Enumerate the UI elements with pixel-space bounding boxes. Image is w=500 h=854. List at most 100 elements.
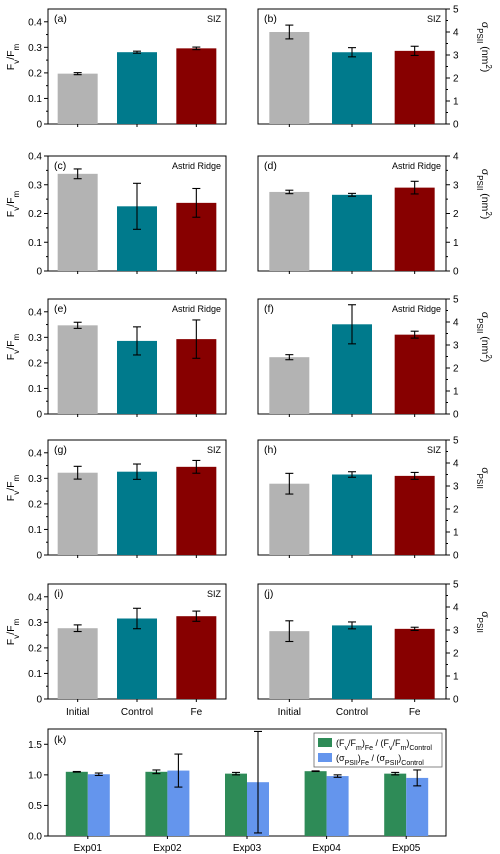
y-tick-label: 3 [453,482,459,493]
site-label: SIZ [207,445,222,455]
panel-label: (g) [54,444,67,456]
y-tick-label: 5 [453,5,459,16]
panel-c: 0 0.1 0.2 0.3 0.4 (c) Astrid Ridge Fv/Fm [5,152,227,278]
bar-control [117,618,157,699]
y-tick-label: 3 [453,51,459,62]
y-tick-label: 0 [453,410,459,421]
panel-j: 0 1 2 3 4 5 Initial Control Fe (j) σPSII [257,580,492,718]
y-tick-label: 3 [453,180,459,191]
panel-label: (j) [264,588,273,600]
y-tick-label: 0.1 [28,669,42,680]
y-axis-label: σPSII (nm2) [476,169,494,220]
y-tick-label: 0.4 [28,152,42,163]
y-tick-label: 0.2 [28,358,42,369]
y-tick-label: 4 [453,28,459,39]
y-tick-label: 0.1 [28,238,42,249]
y-tick-label: 0 [453,120,459,131]
y-axis-label: σPSII [476,611,492,633]
y-tick-label: 0.1 [28,94,42,105]
x-tick-label: Initial [278,707,301,718]
panel-label: (b) [264,13,277,25]
y-axis-label: Fv/Fm [5,43,21,70]
y-tick-label: 5 [453,436,459,447]
bar-initial [269,483,310,555]
site-label: SIZ [207,589,222,599]
site-label: Astrid Ridge [172,304,221,314]
bar-exp03-series-1 [225,773,247,836]
y-tick-label: 0 [36,410,42,421]
y-tick-label: 2 [453,209,459,220]
y-tick-label: 0.2 [28,499,42,510]
y-tick-label: 0.3 [28,180,42,191]
bar-exp04-series-2 [326,776,349,836]
panel-label: (f) [264,303,274,315]
y-axis-label: σPSII [476,467,492,489]
y-tick-label: 0.4 [28,307,42,318]
y-tick-label: 0 [453,695,459,706]
bar-initial [57,73,98,124]
y-tick-label: 0.0 [28,832,42,843]
panel-b: 0 1 2 3 4 5 (b) SIZ σPSII (nm2) [257,5,494,131]
panel-i: 0 0.1 0.2 0.3 0.4 Initial Control Fe (i) SIZ Fv/Fm [5,583,227,718]
bar-fe [394,628,435,699]
y-tick-label: 0 [36,695,42,706]
y-tick-label: 1 [453,238,459,249]
panel-h: 0 1 2 3 4 5 (h) SIZ σPSII [257,436,492,562]
y-axis-label: Fv/Fm [5,474,21,501]
site-label: Astrid Ridge [392,161,441,171]
x-tick-label: Control [336,707,368,718]
y-axis-label: Fv/Fm [5,618,21,645]
y-tick-label: 3 [453,626,459,637]
bar-initial [57,325,98,414]
x-tick-label: Exp01 [74,843,103,854]
y-tick-label: 0.3 [28,474,42,485]
bar-exp01-series-2 [87,774,110,836]
y-tick-label: 0.3 [28,333,42,344]
y-tick-label: 0.5 [28,801,42,812]
y-tick-label: 0.1 [28,525,42,536]
y-tick-label: 0.2 [28,643,42,654]
legend: (Fv/Fm)Fe / (Fv/Fm)Control(σPSII)Fe / (σ… [313,732,443,768]
y-tick-label: 4 [453,459,459,470]
bar-control [332,194,372,271]
y-tick-label: 4 [453,603,459,614]
y-tick-label: 1 [453,387,459,398]
panel-label: (i) [54,588,63,600]
panel-e: 0 0.1 0.2 0.3 0.4 (e) Astrid Ridge Fv/Fm [5,298,227,421]
panel-label: (c) [54,160,66,172]
y-tick-label: 2 [453,505,459,516]
x-tick-label: Exp05 [392,843,421,854]
site-label: SIZ [207,14,222,24]
bar-initial [57,173,98,271]
y-tick-label: 1 [453,672,459,683]
y-tick-label: 0 [36,267,42,278]
y-tick-label: 1 [453,97,459,108]
y-tick-label: 1.0 [28,770,42,781]
bar-fe [394,50,435,124]
bar-initial [269,32,310,124]
site-label: Astrid Ridge [172,161,221,171]
legend-swatch-series-2 [318,753,332,762]
site-label: SIZ [427,445,442,455]
y-axis-label: σPSII (nm2) [476,22,494,73]
bar-control [117,471,157,555]
bar-exp01-series-1 [65,771,88,836]
bar-initial [269,357,310,414]
y-tick-label: 2 [453,364,459,375]
y-tick-label: 0 [36,120,42,131]
site-label: Astrid Ridge [392,304,441,314]
y-tick-label: 0.3 [28,618,42,629]
panel-d: 0 1 2 3 4 (d) Astrid Ridge σPSII (nm2) [257,152,494,278]
panel-label: (d) [264,160,277,172]
y-tick-label: 0.1 [28,384,42,395]
y-tick-label: 0 [453,551,459,562]
x-tick-label: Control [121,707,153,718]
y-tick-label: 1.5 [28,740,42,751]
legend-box [313,732,443,768]
y-tick-label: 0 [453,267,459,278]
bar-initial [57,472,98,555]
bar-fe [176,616,217,699]
legend-label-series-2: (σPSII)Fe / (σPSII)Control [336,753,424,767]
y-tick-label: 2 [453,74,459,85]
